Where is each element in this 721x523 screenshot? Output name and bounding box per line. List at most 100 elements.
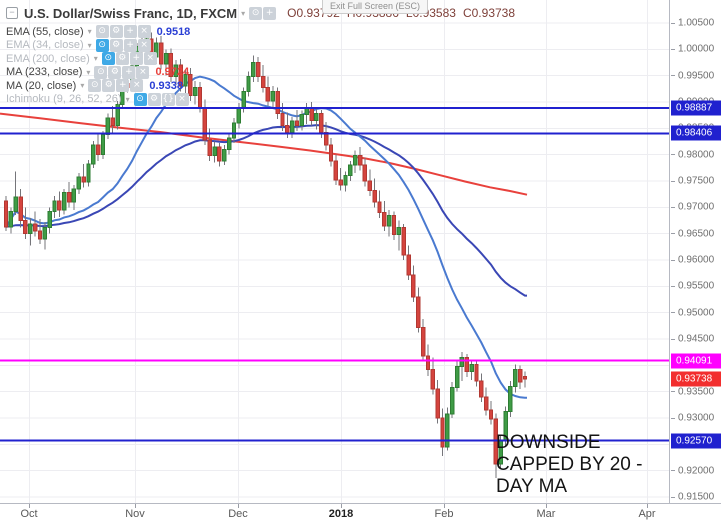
time-tick-mark — [546, 504, 547, 508]
add-plus-icon[interactable]: + — [123, 25, 137, 38]
price-tick-mark — [671, 48, 675, 50]
indicator-value: 0.9724 — [155, 66, 190, 78]
price-tick-mark — [671, 233, 675, 235]
chevron-down-icon[interactable]: ▾ — [86, 67, 91, 77]
price-tick-mark — [671, 206, 675, 208]
time-axis-label: Feb — [434, 508, 454, 520]
format-braces-icon[interactable]: {} — [161, 92, 175, 106]
collapse-legend-icon[interactable]: − — [6, 7, 18, 19]
price-tick-label: 0.96000 — [678, 254, 715, 266]
indicator-label[interactable]: EMA (55, close) — [6, 25, 84, 38]
chart-annotation-text[interactable]: DOWNSIDE CAPPED BY 20 - DAY MA — [496, 432, 643, 497]
visibility-eye-icon[interactable]: ⊙ — [94, 65, 108, 79]
indicator-label[interactable]: MA (20, close) — [6, 79, 77, 92]
visibility-eye-icon[interactable]: ⊙ — [88, 79, 102, 92]
horizontal-level-lines[interactable] — [0, 106, 669, 442]
price-chart-canvas[interactable] — [0, 0, 669, 503]
chevron-down-icon[interactable]: ▾ — [80, 81, 85, 90]
price-tick-label: 0.96500 — [678, 228, 715, 240]
indicator-value: 0.9518 — [156, 25, 191, 38]
visibility-eye-icon[interactable]: ⊙ — [95, 38, 109, 52]
add-plus-icon[interactable]: + — [122, 65, 136, 79]
visibility-eye-icon[interactable]: ⊙ — [95, 25, 109, 38]
chevron-down-icon[interactable]: ▾ — [93, 54, 98, 63]
price-tick-mark — [671, 470, 675, 472]
settings-gear-icon[interactable]: ⚙ — [147, 92, 161, 106]
add-plus-icon[interactable]: + — [116, 79, 130, 92]
price-level-tag: 0.94091 — [671, 353, 721, 369]
time-tick-mark — [135, 504, 136, 508]
indicator-label[interactable]: Ichimoku (9, 26, 52, 26) — [6, 93, 122, 105]
indicator-legend: − U.S. Dollar/Swiss Franc, 1D, FXCM ▾ ⊙ … — [6, 4, 522, 106]
add-plus-icon[interactable]: + — [263, 6, 277, 20]
price-tick-label: 0.93000 — [678, 412, 715, 424]
settings-gear-icon[interactable]: ⚙ — [109, 38, 123, 52]
price-tick-mark — [671, 22, 675, 24]
indicator-label[interactable]: EMA (34, close) — [6, 39, 84, 51]
price-tick-mark — [671, 391, 675, 393]
price-tick-label: 1.00000 — [678, 43, 715, 55]
chevron-down-icon[interactable]: ▾ — [87, 40, 92, 50]
price-level-tag: 0.92570 — [671, 433, 721, 449]
price-tick-label: 0.95500 — [678, 280, 715, 292]
time-axis-label: Mar — [536, 508, 556, 520]
ema55-line[interactable] — [5, 124, 527, 297]
price-tick-label: 0.91500 — [678, 491, 715, 503]
settings-gear-icon[interactable]: ⚙ — [102, 79, 116, 92]
visibility-eye-icon[interactable]: ⊙ — [101, 52, 115, 65]
remove-close-icon[interactable]: × — [175, 92, 189, 106]
remove-close-icon[interactable]: × — [137, 25, 151, 38]
price-tick-mark — [671, 496, 675, 498]
time-tick-mark — [647, 504, 648, 508]
settings-gear-icon[interactable]: ⚙ — [115, 52, 129, 65]
price-level-tag: 0.93738 — [671, 371, 721, 387]
grid-lines — [0, 0, 669, 503]
ohlc-value: C0.93738 — [462, 6, 516, 20]
chevron-down-icon[interactable]: ▾ — [125, 94, 130, 104]
settings-gear-icon[interactable]: ⚙ — [109, 25, 123, 38]
indicator-label[interactable]: EMA (200, close) — [6, 52, 90, 65]
visibility-eye-icon[interactable]: ⊙ — [249, 6, 263, 20]
time-axis-label: Apr — [638, 508, 656, 520]
time-axis-label: Dec — [228, 508, 248, 520]
settings-gear-icon[interactable]: ⚙ — [108, 65, 122, 79]
chevron-down-icon[interactable]: ▾ — [241, 8, 246, 18]
add-plus-icon[interactable]: + — [129, 52, 143, 65]
indicator-row: Ichimoku (9, 26, 52, 26) ▾ ⊙ ⚙{} × — [6, 92, 522, 106]
price-tick-label: 0.95000 — [678, 307, 715, 319]
price-tick-mark — [671, 417, 675, 419]
visibility-eye-icon[interactable]: ⊙ — [133, 92, 147, 106]
price-tick-mark — [671, 338, 675, 340]
price-level-tag: 0.98887 — [671, 100, 721, 116]
price-tick-mark — [671, 75, 675, 77]
price-tick-label: 0.97000 — [678, 201, 715, 213]
remove-close-icon[interactable]: × — [130, 79, 144, 92]
price-tick-label: 0.92000 — [678, 465, 715, 477]
chevron-down-icon[interactable]: ▾ — [87, 27, 92, 36]
time-axis-label: 2018 — [328, 508, 354, 520]
price-tick-mark — [671, 180, 675, 182]
symbol-title[interactable]: U.S. Dollar/Swiss Franc, 1D, FXCM — [24, 5, 238, 21]
time-tick-mark — [238, 504, 239, 508]
price-tick-mark — [671, 154, 675, 156]
price-tick-label: 0.94500 — [678, 333, 715, 345]
indicator-row: MA (233, close) ▾ ⊙ ⚙ + × 0.9724 — [6, 65, 522, 79]
symbol-header: − U.S. Dollar/Swiss Franc, 1D, FXCM ▾ ⊙ … — [6, 4, 522, 22]
time-tick-mark — [341, 504, 342, 508]
remove-close-icon[interactable]: × — [136, 65, 150, 79]
price-tick-mark — [671, 285, 675, 287]
remove-close-icon[interactable]: × — [137, 38, 151, 52]
ma233-line[interactable] — [0, 112, 528, 196]
time-axis[interactable]: Oct Nov Dec 2018 Feb Mar Apr — [0, 503, 721, 523]
add-plus-icon[interactable]: + — [123, 38, 137, 52]
ma20-line[interactable] — [5, 75, 527, 399]
indicator-label[interactable]: MA (233, close) — [6, 66, 83, 78]
remove-close-icon[interactable]: × — [143, 52, 157, 65]
price-tick-label: 0.98000 — [678, 149, 715, 161]
price-axis[interactable]: 1.005001.000000.995000.990000.985000.980… — [669, 0, 721, 503]
time-tick-mark — [29, 504, 30, 508]
price-tick-label: 0.97500 — [678, 175, 715, 187]
price-tick-mark — [671, 312, 675, 314]
indicator-row: EMA (34, close) ▾ ⊙ ⚙ + × — [6, 38, 522, 52]
